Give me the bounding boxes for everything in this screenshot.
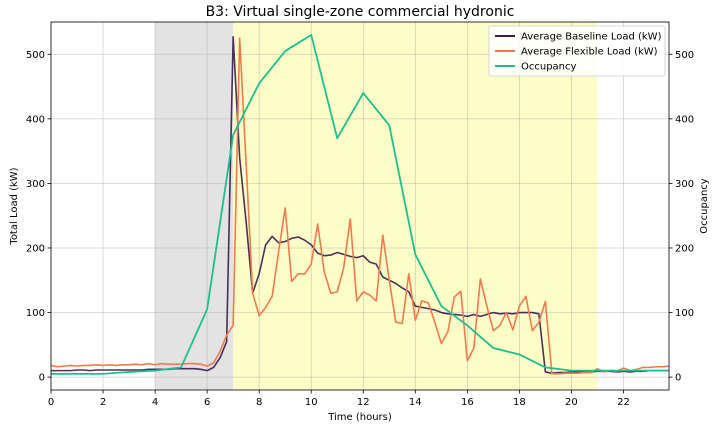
y2-tick-label: 100 (675, 308, 694, 319)
x-tick-label: 6 (204, 397, 210, 408)
y-tick-label: 500 (26, 50, 45, 61)
x-tick-label: 10 (305, 397, 318, 408)
shaded-regions (155, 22, 598, 390)
series-line-3 (51, 34, 669, 375)
chart-title: B3: Virtual single-zone commercial hydro… (206, 4, 515, 20)
x-tick-label: 0 (48, 397, 54, 408)
x-tick-label: 12 (357, 397, 370, 408)
legend-box (488, 25, 666, 77)
grid (50, 22, 669, 390)
series-line-2 (50, 37, 670, 375)
plot-frame (50, 21, 670, 391)
x-tick-label: 14 (409, 397, 422, 408)
x-tick-label: 4 (152, 397, 158, 408)
x-tick-label: 16 (461, 397, 474, 408)
y-tick-label: 0 (39, 373, 45, 384)
legend: Average Baseline Load (kW) Average Flexib… (488, 25, 666, 77)
x-tick-label: 8 (256, 397, 262, 408)
series-lines (50, 34, 670, 375)
x-tick-label: 2 (100, 397, 106, 408)
y-tick-label: 200 (26, 243, 45, 254)
y2-tick-label: 400 (675, 114, 694, 125)
y-tick-label: 300 (26, 179, 45, 190)
shaded-region-1 (155, 22, 234, 390)
legend-entry: Average Flexible Load (kW) (521, 47, 658, 58)
legend-entry: Average Baseline Load (kW) (521, 32, 662, 43)
y2-axis-label: Occupancy (699, 178, 710, 234)
y2-tick-label: 500 (675, 50, 694, 61)
y2-tick-label: 300 (675, 179, 694, 190)
x-axis-label: Time (hours) (327, 412, 392, 423)
y-axis-label: Total Load (kW) (9, 167, 20, 245)
y-tick-label: 400 (26, 114, 45, 125)
y-tick-label: 100 (26, 308, 45, 319)
x-tick-label: 22 (617, 397, 630, 408)
x-tick-label: 20 (565, 397, 578, 408)
legend-entry: Occupancy (521, 62, 577, 73)
x-tick-label: 18 (513, 397, 526, 408)
y2-tick-label: 0 (675, 373, 681, 384)
axis-ticks: 0 2 4 6 8 10 12 14 16 18 20 22 0 100 200 300 400 500 0 100 2… (26, 50, 694, 408)
y2-tick-label: 200 (675, 243, 694, 254)
